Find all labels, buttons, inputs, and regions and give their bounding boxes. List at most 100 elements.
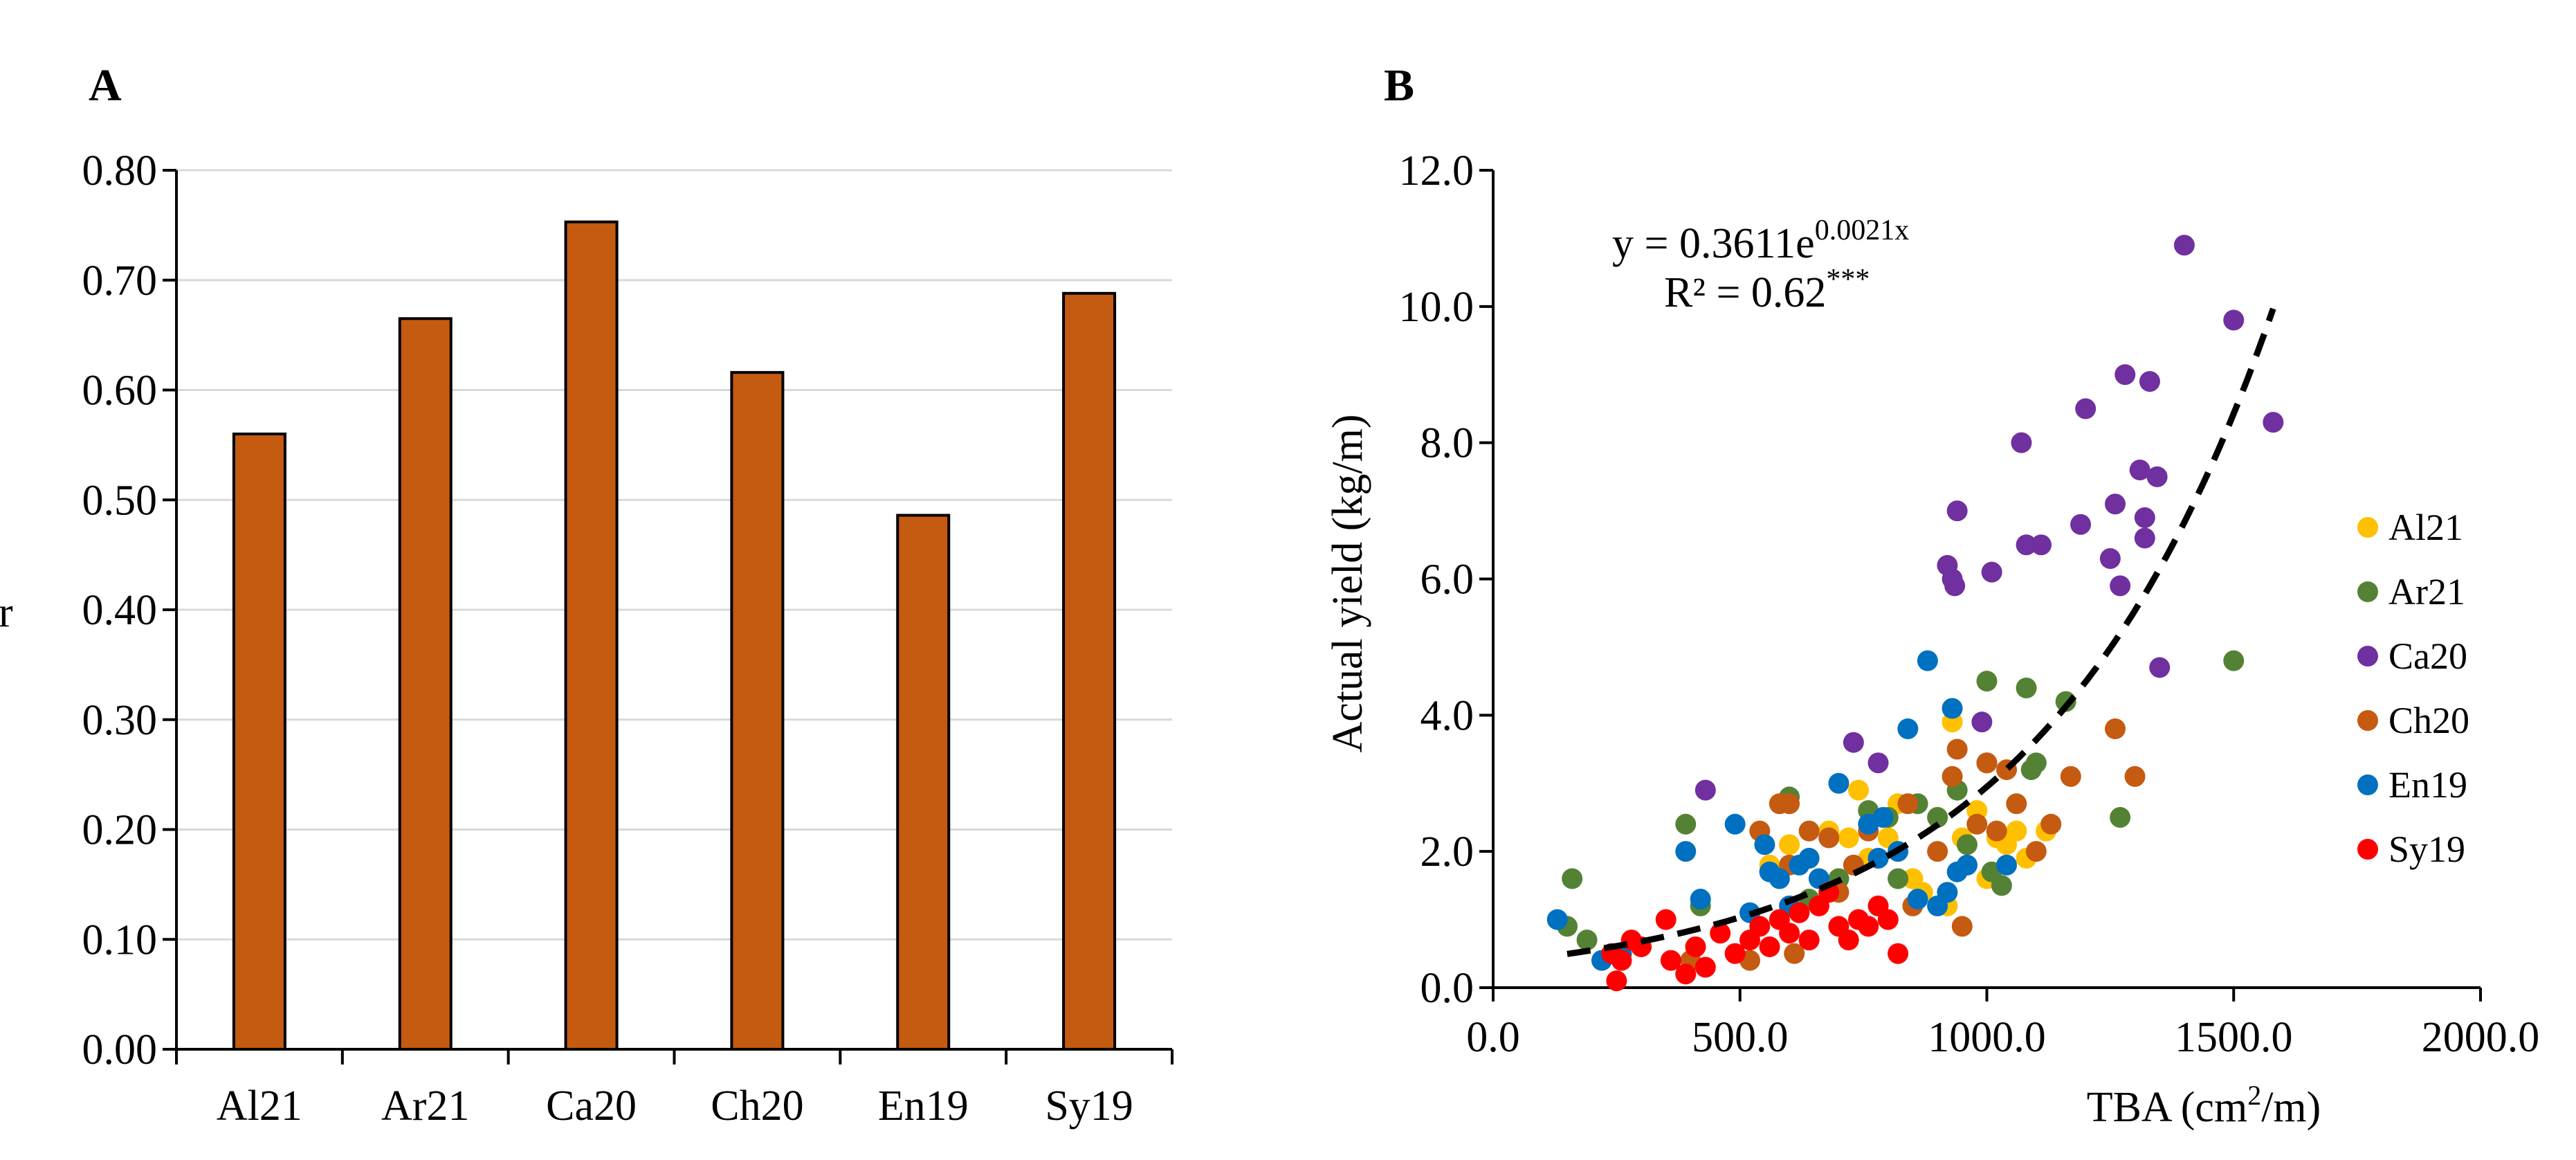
x-tick-label: Ca20	[546, 1082, 637, 1130]
point-sy19	[1789, 902, 1810, 923]
x-tick-label: Sy19	[1045, 1082, 1133, 1130]
point-ch20	[2105, 718, 2126, 740]
x-axis-title-superscript: 2	[2247, 1080, 2261, 1111]
point-ch20	[2124, 765, 2146, 787]
point-en19	[1917, 650, 1938, 671]
point-en19	[1907, 889, 1928, 910]
point-ar21	[1956, 834, 1977, 855]
y-tick-label: 4.0	[1421, 692, 1474, 739]
point-sy19	[1759, 936, 1780, 957]
significance-stars: ***	[1826, 264, 1870, 296]
point-ch20	[1897, 793, 1919, 815]
point-sy19	[1710, 923, 1731, 944]
point-sy19	[1660, 950, 1681, 971]
point-ca20	[2173, 235, 2195, 256]
point-ca20	[2263, 412, 2284, 433]
point-sy19	[1655, 909, 1677, 930]
point-en19	[1724, 813, 1746, 835]
panel-a-y-axis-title: r	[0, 589, 13, 636]
legend-label-sy19: Sy19	[2388, 828, 2465, 870]
point-ar21	[1976, 671, 1998, 692]
panel-b-x-axis-title: TBA (cm2/m)	[2087, 1080, 2321, 1131]
point-ch20	[2006, 793, 2027, 815]
legend-marker-ca20	[2357, 646, 2378, 667]
point-sy19	[1798, 930, 1820, 951]
y-tick-label: 0.80	[82, 147, 158, 194]
point-sy19	[1606, 970, 1627, 992]
legend: Al21 Ar21 Ca20 Ch20 En19 Sy19	[2357, 507, 2469, 870]
panel-a-label: A	[89, 60, 122, 111]
point-en19	[1956, 854, 1977, 876]
point-en19	[1690, 889, 1711, 910]
y-tick-label: 0.30	[82, 697, 158, 744]
x-tick-label: 1500.0	[2175, 1014, 2293, 1061]
point-ch20	[2040, 813, 2062, 835]
point-al21	[2006, 820, 2027, 842]
point-ch20	[1798, 820, 1820, 842]
point-sy19	[1877, 909, 1899, 930]
y-tick-label: 6.0	[1421, 556, 1474, 604]
point-en19	[1546, 909, 1568, 930]
bar-ar21	[398, 317, 453, 1051]
x-tick-label: 500.0	[1692, 1014, 1789, 1061]
x-tick-label: 2000.0	[2422, 1014, 2540, 1061]
panel-b: B 0.0 2.0 4.0 6.0 8.0 10.0 12.0 0.0 500.0 1000.0…	[1324, 60, 2539, 1131]
point-sy19	[1749, 916, 1771, 937]
point-ar21	[2110, 806, 2131, 828]
bar-al21	[232, 433, 286, 1051]
x-tick-label: Ch20	[711, 1082, 803, 1130]
equation-prefix: y = 0.3611e	[1612, 220, 1815, 267]
x-tick-label: 0.0	[1466, 1014, 1520, 1061]
x-tick-label: En19	[878, 1082, 969, 1130]
point-ar21	[1562, 868, 1583, 889]
r-squared-text: R² = 0.62***	[1664, 264, 1870, 316]
point-ca20	[2146, 466, 2168, 487]
point-sy19	[1695, 957, 1716, 978]
legend-label-al21: Al21	[2388, 507, 2463, 548]
point-ca20	[1944, 575, 1966, 597]
point-ca20	[1867, 752, 1889, 774]
point-al21	[1847, 779, 1869, 801]
point-ar21	[1991, 875, 2012, 896]
point-en19	[1942, 698, 1963, 719]
point-sy19	[1779, 923, 1800, 944]
trend-line	[1566, 307, 2276, 957]
point-sy19	[1858, 916, 1879, 937]
point-sy19	[1724, 943, 1746, 964]
point-ca20	[2030, 534, 2052, 556]
point-ar21	[2016, 677, 2037, 698]
point-ca20	[1971, 712, 1993, 733]
legend-label-ch20: Ch20	[2388, 700, 2469, 741]
point-ch20	[1966, 813, 1988, 835]
point-ar21	[2025, 752, 2047, 774]
point-ch20	[1818, 827, 1840, 849]
point-ca20	[2105, 493, 2126, 515]
legend-label-en19: En19	[2388, 764, 2467, 806]
y-tick-label: 2.0	[1421, 828, 1474, 876]
point-ca20	[2070, 514, 2092, 535]
point-en19	[1798, 848, 1820, 869]
point-en19	[1996, 854, 2018, 876]
point-ca20	[1946, 500, 1968, 522]
point-ch20	[1927, 841, 1948, 862]
point-ca20	[2114, 364, 2136, 386]
point-ca20	[2075, 398, 2097, 419]
point-ch20	[1946, 738, 1968, 760]
point-en19	[1675, 841, 1697, 862]
y-tick-label: 0.70	[82, 257, 158, 305]
point-ca20	[2011, 432, 2032, 453]
bar-en19	[896, 514, 951, 1051]
legend-marker-ch20	[2357, 710, 2378, 731]
point-ar21	[1927, 806, 1948, 828]
point-ar21	[1675, 813, 1697, 835]
point-sy19	[1685, 936, 1706, 957]
point-ar21	[1888, 868, 1909, 889]
point-ch20	[1986, 820, 2007, 842]
point-ca20	[2099, 547, 2121, 569]
y-tick-label: 0.50	[82, 477, 158, 524]
legend-marker-ar21	[2357, 581, 2378, 602]
point-ca20	[2139, 371, 2160, 392]
y-tick-label: 0.40	[82, 587, 158, 634]
point-en19	[1872, 806, 1894, 828]
